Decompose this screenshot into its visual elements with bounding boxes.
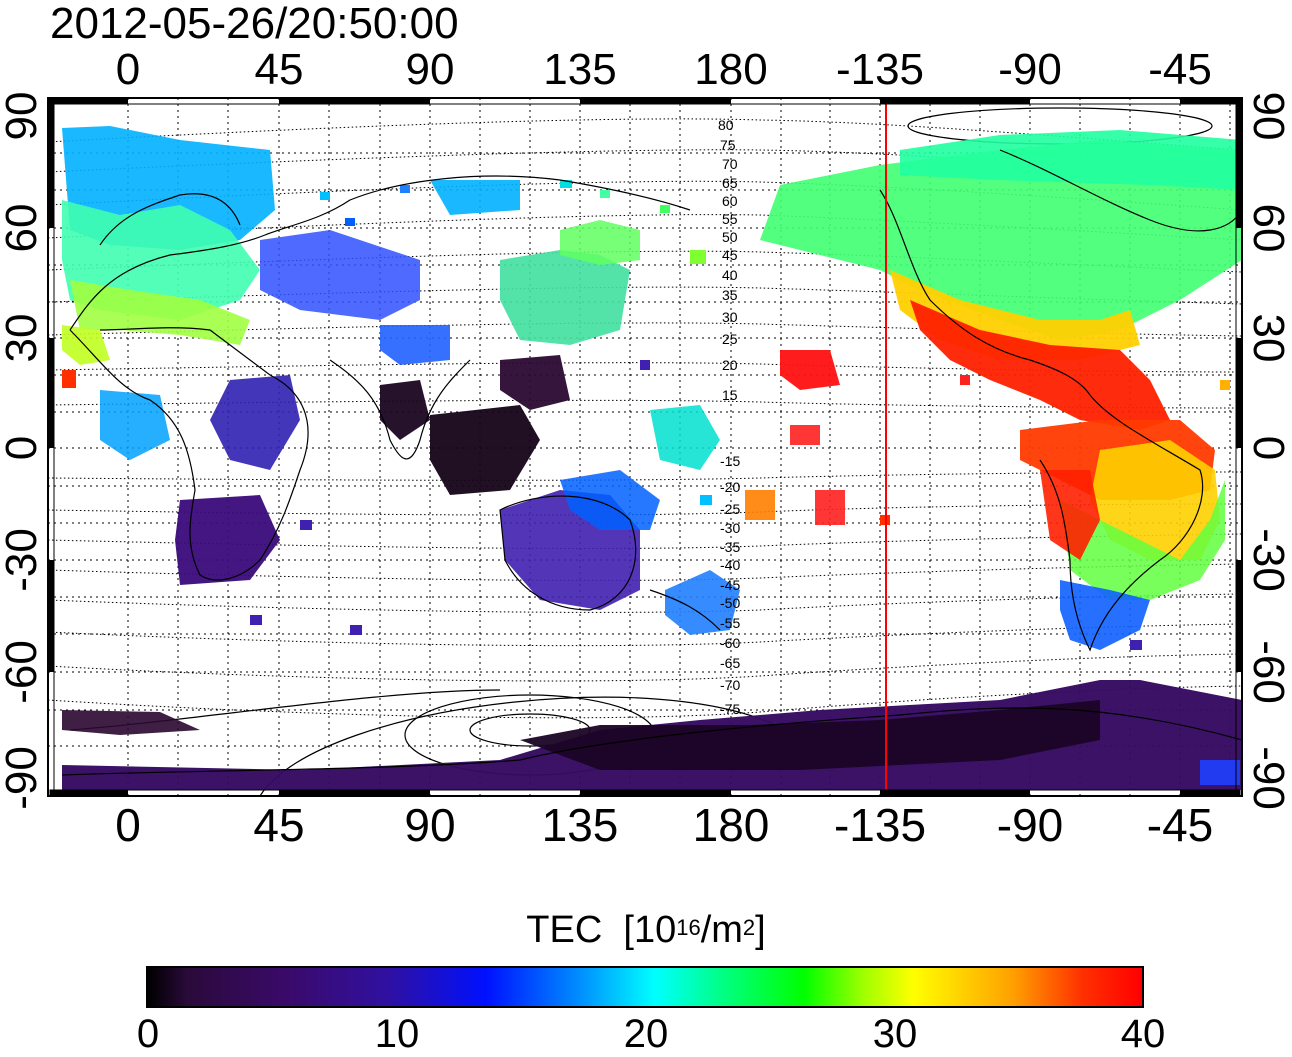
bottom-lon-tick: 0 (115, 799, 141, 851)
contour-label: 75 (720, 137, 736, 153)
top-lon-tick: 90 (405, 45, 455, 94)
top-lon-tick: 180 (694, 45, 768, 94)
contour-label: 15 (722, 387, 738, 403)
contour-label: -50 (720, 595, 740, 611)
top-lon-tick: 45 (254, 45, 304, 94)
contour-label: 30 (722, 309, 738, 325)
top-lon-tick: -90 (998, 45, 1062, 94)
contour-label: 45 (722, 247, 738, 263)
contour-label: -70 (720, 677, 740, 693)
contour-label: -45 (720, 577, 740, 593)
contour-label: -20 (720, 479, 740, 495)
map-content (48, 98, 1242, 796)
contour-label: 80 (718, 117, 734, 133)
bottom-lon-tick: 135 (541, 799, 619, 851)
map-frame (47, 97, 1243, 797)
contour-label: -15 (720, 453, 740, 469)
contour-label: 40 (722, 267, 738, 283)
colorbar-tick: 20 (623, 1012, 669, 1056)
bottom-lon-tick: 180 (692, 799, 770, 851)
colorbar-tick: 30 (872, 1012, 918, 1056)
contour-label: -65 (720, 655, 740, 671)
colorbar (146, 966, 1144, 1008)
colorbar-tick: 10 (374, 1012, 420, 1056)
colorbar-tick: 0 (136, 1012, 160, 1056)
contour-label: -60 (720, 635, 740, 651)
contour-label: -40 (720, 557, 740, 573)
timestamp: 2012-05-26/20:50:00 (50, 0, 459, 48)
tec-data (62, 126, 1242, 790)
top-lon-tick: -135 (835, 45, 925, 94)
coastlines (61, 149, 1242, 776)
contour-label: -30 (720, 520, 740, 536)
contour-label: 65 (722, 175, 738, 191)
bottom-lon-tick: -45 (1146, 799, 1214, 851)
contour-label: 50 (722, 229, 738, 245)
colorbar-title: TEC [1016/m2] (526, 909, 766, 951)
top-lon-tick: 0 (115, 45, 141, 94)
contour-label: -35 (720, 539, 740, 555)
contour-labels: 80 75 70 65 60 55 50 45 40 35 30 25 20 1… (718, 117, 740, 717)
contour-label: -75 (720, 701, 740, 717)
contour-label: -55 (720, 615, 740, 631)
bottom-lon-tick: 45 (253, 799, 305, 851)
contour-label: 70 (722, 156, 738, 172)
tec-map: 80 75 70 65 60 55 50 45 40 35 30 25 20 1… (47, 97, 1243, 797)
bottom-lon-tick: 90 (404, 799, 456, 851)
bottom-lon-tick: -135 (833, 799, 927, 851)
top-lon-tick: -45 (1148, 45, 1212, 94)
colorbar-tick: 40 (1120, 1012, 1166, 1056)
contour-label: 55 (722, 211, 738, 227)
contour-label: 60 (722, 193, 738, 209)
contour-label: 25 (722, 331, 738, 347)
contour-label: 20 (722, 357, 738, 373)
bottom-lon-tick: -90 (996, 799, 1064, 851)
contour-label: -25 (720, 501, 740, 517)
contour-label: 35 (722, 287, 738, 303)
top-lon-tick: 135 (543, 45, 617, 94)
